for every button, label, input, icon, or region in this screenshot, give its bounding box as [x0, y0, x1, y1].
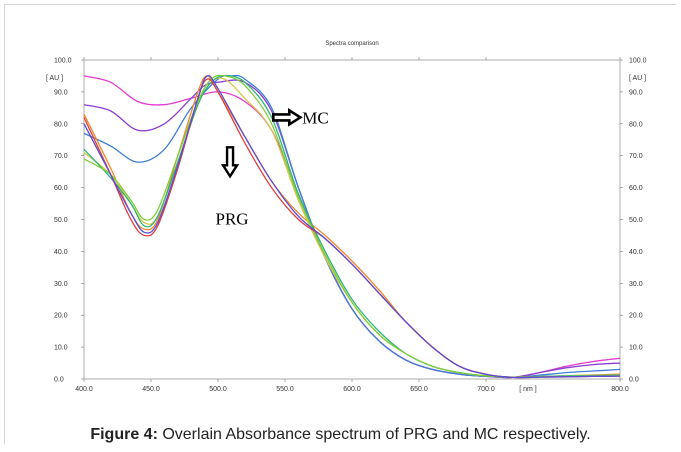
annotation-layer: MC PRG	[216, 108, 329, 229]
prg-arrow-icon	[220, 146, 240, 179]
y-tick-label-left: 0.0	[54, 377, 64, 384]
caption-text: Overlain Absorbance spectrum of PRG and …	[157, 426, 591, 443]
x-tick-label: 550.0	[276, 386, 294, 393]
y-tick-label-right: 40.0	[629, 249, 643, 256]
spectra-chart: Spectra comparison [ AU ] [ AU ] [ nm ] …	[46, 41, 647, 393]
y-tick-label-right: 50.0	[629, 217, 643, 224]
y-tick-label-right: 30.0	[629, 281, 643, 288]
x-tick-label: 400.0	[75, 386, 93, 393]
chart-title: Spectra comparison	[325, 41, 378, 47]
caption-label: Figure 4:	[90, 426, 158, 443]
mc-arrow-icon	[272, 108, 303, 127]
y-tick-label-left: 50.0	[54, 217, 68, 224]
y-tick-label-left: 30.0	[54, 281, 68, 288]
y-tick-label-left: 10.0	[54, 345, 68, 352]
figure-caption: Figure 4: Overlain Absorbance spectrum o…	[0, 426, 681, 444]
x-axis-label: [ nm ]	[519, 386, 537, 393]
y-tick-label-left: 80.0	[54, 121, 68, 128]
mc-annotation-label: MC	[302, 108, 328, 127]
x-tick-label: 600.0	[343, 386, 361, 393]
y-tick-label-right: 60.0	[629, 185, 643, 192]
y-tick-label-right: 20.0	[629, 313, 643, 320]
y-tick-label-left: 20.0	[54, 313, 68, 320]
prg-annotation-label: PRG	[216, 210, 249, 229]
spectrum-line-9	[83, 74, 621, 379]
x-tick-label: 800.0	[611, 386, 629, 393]
y-tick-label-right: 70.0	[629, 153, 643, 160]
y-tick-label-right: 90.0	[629, 89, 643, 96]
x-tick-label: 500.0	[209, 386, 227, 393]
x-tick-label: 650.0	[410, 386, 428, 393]
x-tick-label: 450.0	[142, 386, 160, 393]
y-tick-label-left: 100.0	[54, 58, 72, 65]
y-tick-label-left: 90.0	[54, 89, 68, 96]
x-tick-label: 700.0	[477, 386, 495, 393]
y-axis-label-right: [ AU ]	[629, 75, 646, 82]
y-axis-label-left: [ AU ]	[46, 75, 63, 82]
figure-frame	[4, 4, 676, 444]
y-tick-label-left: 60.0	[54, 185, 68, 192]
y-tick-label-left: 40.0	[54, 249, 68, 256]
y-tick-label-right: 0.0	[629, 377, 639, 384]
plot-area	[83, 59, 621, 380]
y-tick-label-left: 70.0	[54, 153, 68, 160]
y-tick-label-right: 100.0	[629, 58, 647, 65]
series-layer	[83, 74, 621, 379]
y-tick-label-right: 80.0	[629, 121, 643, 128]
ticks-layer: 100.0 100.0 90.0 90.0 80.0 80.0 70.0 70.0 60.0 60…	[54, 57, 647, 393]
y-tick-label-right: 10.0	[629, 345, 643, 352]
